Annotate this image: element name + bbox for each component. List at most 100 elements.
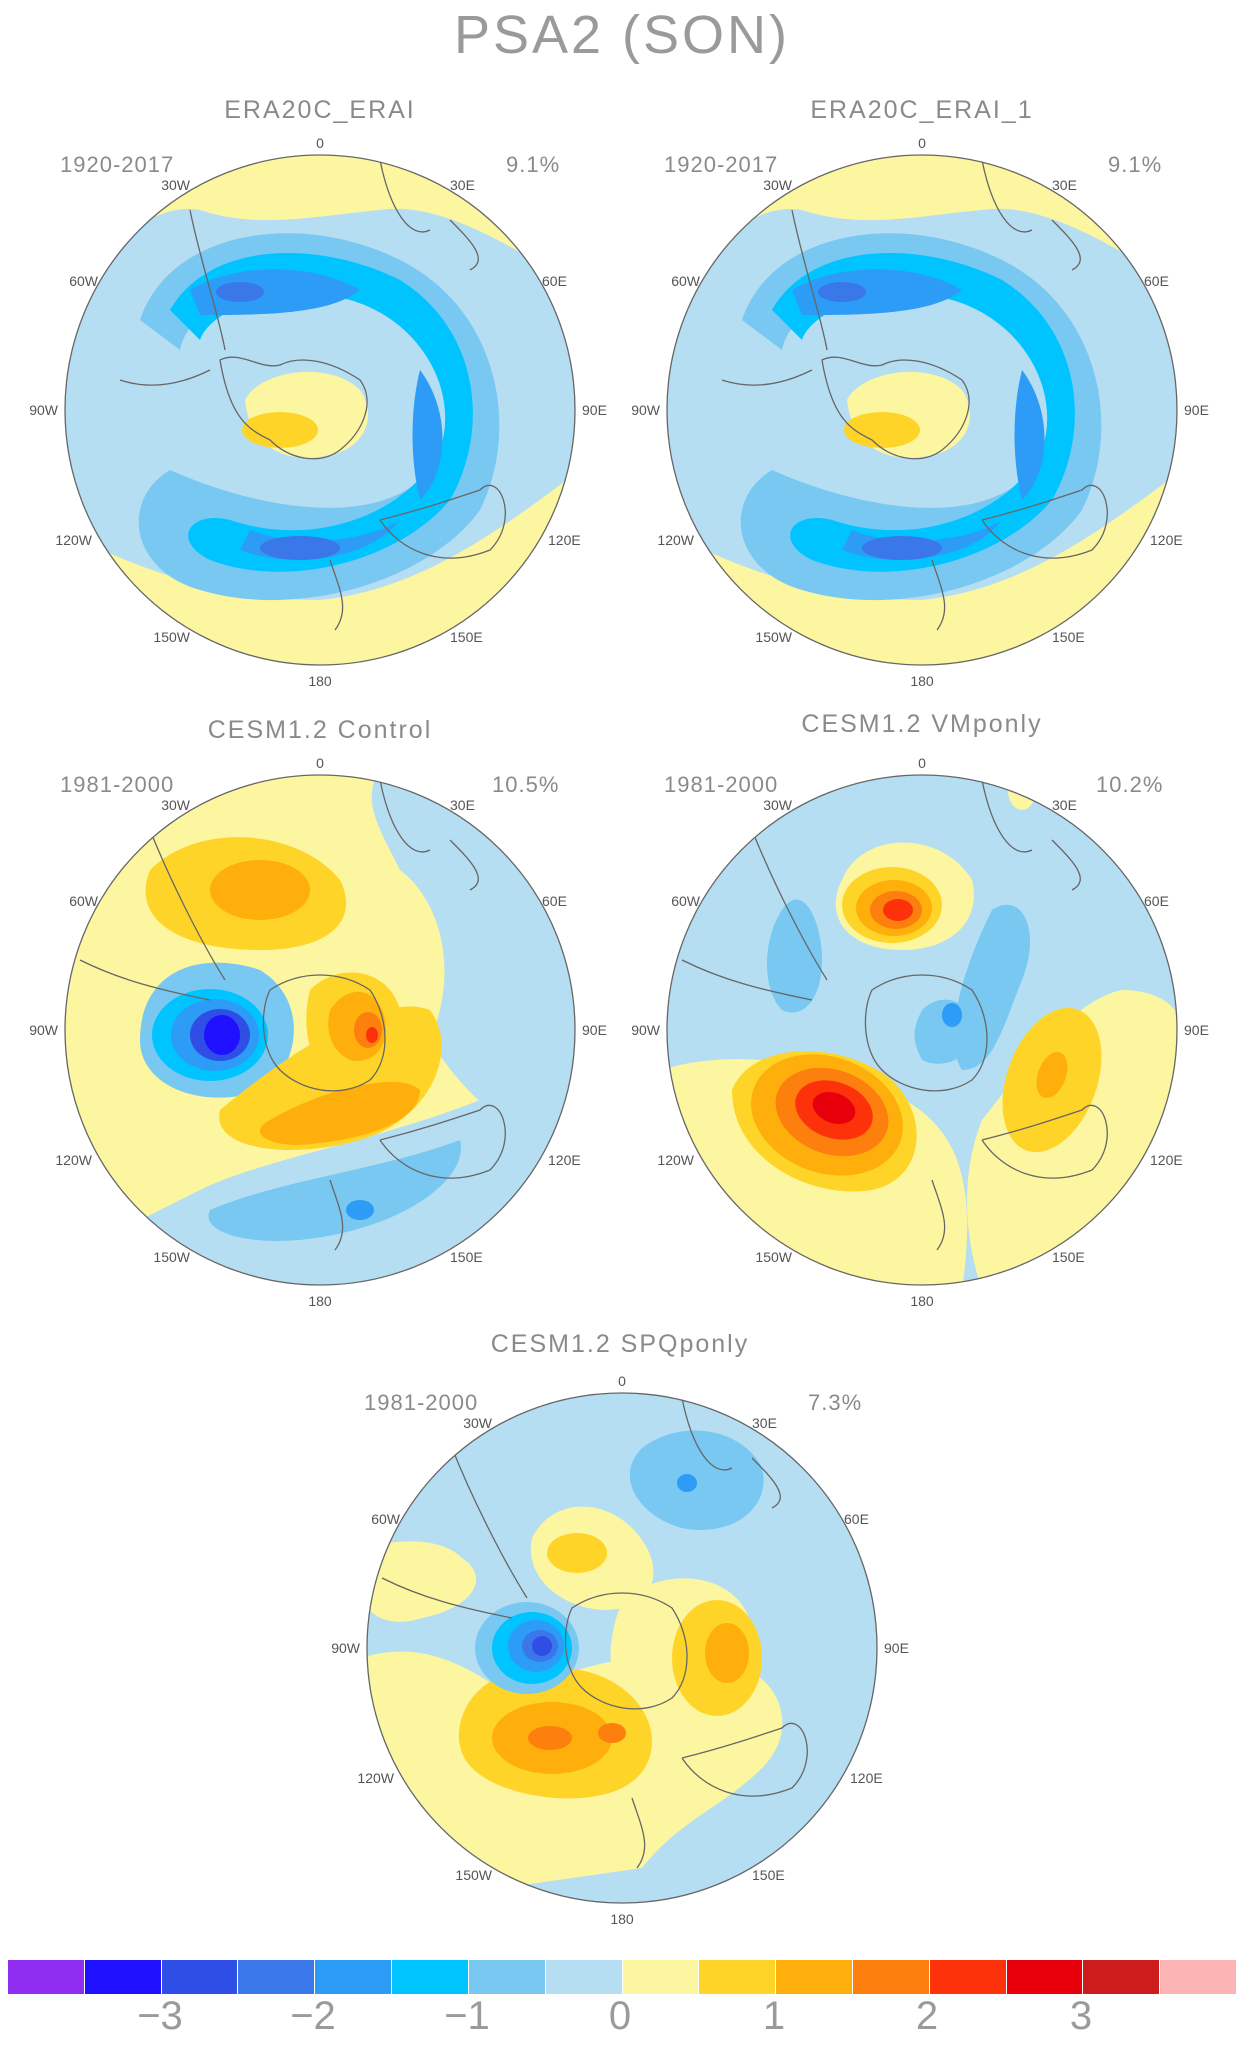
lon-label-180: 180 bbox=[910, 1293, 934, 1309]
panel-variance: 7.3% bbox=[808, 1390, 863, 1415]
map-panel-cesm-control: 0 30E 60E 90E 120E 150E 180 150W 120W 90… bbox=[29, 755, 607, 1309]
colorbar-cell bbox=[161, 1960, 239, 1994]
panel-period: 1920-2017 bbox=[664, 152, 779, 177]
lon-label-150e: 150E bbox=[450, 629, 483, 645]
panel-title: ERA20C_ERAI bbox=[224, 96, 416, 124]
panel-variance: 10.2% bbox=[1096, 772, 1164, 797]
lon-label-150w: 150W bbox=[755, 1249, 792, 1265]
colorbar-cell bbox=[1160, 1960, 1236, 1994]
lon-label-60w: 60W bbox=[671, 893, 701, 909]
lon-label-120e: 120E bbox=[1150, 532, 1183, 548]
colorbar-tick-label: 1 bbox=[762, 1994, 786, 2038]
lon-label-120e: 120E bbox=[548, 532, 581, 548]
map-panel-cesm-spqponly: 0 30E 60E 90E 120E 150E 180 150W 120W 90… bbox=[331, 1373, 909, 1927]
map-panel-era20c-erai-1: 0 30E 60E 90E 120E 150E 180 150W 120W 90… bbox=[631, 135, 1209, 689]
lon-label-90w: 90W bbox=[29, 402, 59, 418]
lon-label-90w: 90W bbox=[631, 1022, 661, 1038]
lon-label-90e: 90E bbox=[1184, 402, 1209, 418]
lon-label-150w: 150W bbox=[755, 629, 792, 645]
lon-label-150w: 150W bbox=[153, 1249, 190, 1265]
colorbar-cell bbox=[852, 1960, 930, 1994]
lon-label-150w: 150W bbox=[455, 1867, 492, 1883]
map-panel-cesm-vmponly: 0 30E 60E 90E 120E 150E 180 150W 120W 90… bbox=[631, 755, 1209, 1309]
map-panel-era20c-erai: 0 30E 60E 90E 120E 150E 180 150W 120W 90… bbox=[29, 135, 607, 689]
lon-label-120w: 120W bbox=[657, 1152, 694, 1168]
colorbar-cell bbox=[238, 1960, 316, 1994]
lon-label-30e: 30E bbox=[1052, 797, 1077, 813]
lon-label-90e: 90E bbox=[884, 1640, 909, 1656]
colorbar-cell bbox=[315, 1960, 393, 1994]
lon-label-90w: 90W bbox=[29, 1022, 59, 1038]
colorbar-cell bbox=[699, 1960, 777, 1994]
lon-label-0: 0 bbox=[618, 1373, 626, 1389]
panel-period: 1981-2000 bbox=[364, 1390, 479, 1415]
lon-label-120w: 120W bbox=[55, 1152, 92, 1168]
lon-label-180: 180 bbox=[308, 1293, 332, 1309]
lon-label-180: 180 bbox=[910, 673, 934, 689]
lon-label-30w: 30W bbox=[463, 1415, 493, 1431]
lon-label-120e: 120E bbox=[1150, 1152, 1183, 1168]
colorbar-cell bbox=[468, 1960, 546, 1994]
lon-label-30e: 30E bbox=[1052, 177, 1077, 193]
lon-label-60w: 60W bbox=[671, 273, 701, 289]
panel-period: 1981-2000 bbox=[664, 772, 779, 797]
panel-variance: 10.5% bbox=[492, 772, 560, 797]
lon-label-150e: 150E bbox=[1052, 1249, 1085, 1265]
lon-label-180: 180 bbox=[308, 673, 332, 689]
lon-label-30w: 30W bbox=[763, 797, 793, 813]
lon-label-150e: 150E bbox=[450, 1249, 483, 1265]
panel-period: 1920-2017 bbox=[60, 152, 175, 177]
lon-label-60e: 60E bbox=[844, 1511, 869, 1527]
lon-label-150e: 150E bbox=[1052, 629, 1085, 645]
panel-title: CESM1.2 SPQponly bbox=[490, 1330, 750, 1358]
lon-label-120e: 120E bbox=[850, 1770, 883, 1786]
lon-label-90e: 90E bbox=[582, 402, 607, 418]
lon-label-150e: 150E bbox=[752, 1867, 785, 1883]
figure-title: PSA2 (SON) bbox=[453, 5, 791, 65]
lon-label-120w: 120W bbox=[357, 1770, 394, 1786]
colorbar-tick-label: 2 bbox=[915, 1994, 939, 2038]
lon-label-0: 0 bbox=[918, 135, 926, 151]
lon-label-120w: 120W bbox=[657, 532, 694, 548]
lon-label-0: 0 bbox=[918, 755, 926, 771]
lon-label-30e: 30E bbox=[450, 177, 475, 193]
lon-label-60e: 60E bbox=[1144, 273, 1169, 289]
colorbar-cell bbox=[1083, 1960, 1161, 1994]
lon-label-30w: 30W bbox=[161, 797, 191, 813]
lon-label-120w: 120W bbox=[55, 532, 92, 548]
colorbar-tick-label: −1 bbox=[444, 1994, 490, 2038]
lon-label-60w: 60W bbox=[371, 1511, 401, 1527]
panel-period: 1981-2000 bbox=[60, 772, 175, 797]
colorbar-cell bbox=[545, 1960, 623, 1994]
colorbar-cell bbox=[8, 1960, 85, 1994]
panel-title: ERA20C_ERAI_1 bbox=[810, 96, 1034, 124]
lon-label-30e: 30E bbox=[450, 797, 475, 813]
lon-label-180: 180 bbox=[610, 1911, 634, 1927]
lon-label-60w: 60W bbox=[69, 273, 99, 289]
panel-title: CESM1.2 Control bbox=[207, 716, 433, 744]
colorbar-cell bbox=[392, 1960, 469, 1994]
lon-label-0: 0 bbox=[316, 135, 324, 151]
lon-label-90e: 90E bbox=[1184, 1022, 1209, 1038]
lon-label-0: 0 bbox=[316, 755, 324, 771]
lon-label-30e: 30E bbox=[752, 1415, 777, 1431]
lon-label-60w: 60W bbox=[69, 893, 99, 909]
lon-label-90w: 90W bbox=[631, 402, 661, 418]
colorbar-tick-label: −2 bbox=[290, 1994, 336, 2038]
colorbar bbox=[8, 1960, 1236, 1994]
colorbar-tick-label: −3 bbox=[137, 1994, 183, 2038]
lon-label-60e: 60E bbox=[542, 273, 567, 289]
colorbar-cell bbox=[622, 1960, 700, 1994]
colorbar-tick-label: 0 bbox=[608, 1994, 632, 2038]
lon-label-90w: 90W bbox=[331, 1640, 361, 1656]
lon-label-150w: 150W bbox=[153, 629, 190, 645]
colorbar-cell bbox=[929, 1960, 1007, 1994]
colorbar-tick-label: 3 bbox=[1069, 1994, 1093, 2038]
panel-variance: 9.1% bbox=[1108, 152, 1163, 177]
panel-variance: 9.1% bbox=[506, 152, 561, 177]
lon-label-90e: 90E bbox=[582, 1022, 607, 1038]
lon-label-30w: 30W bbox=[161, 177, 191, 193]
colorbar-cell bbox=[1006, 1960, 1084, 1994]
panel-title: CESM1.2 VMponly bbox=[801, 710, 1043, 738]
colorbar-cell bbox=[84, 1960, 162, 1994]
